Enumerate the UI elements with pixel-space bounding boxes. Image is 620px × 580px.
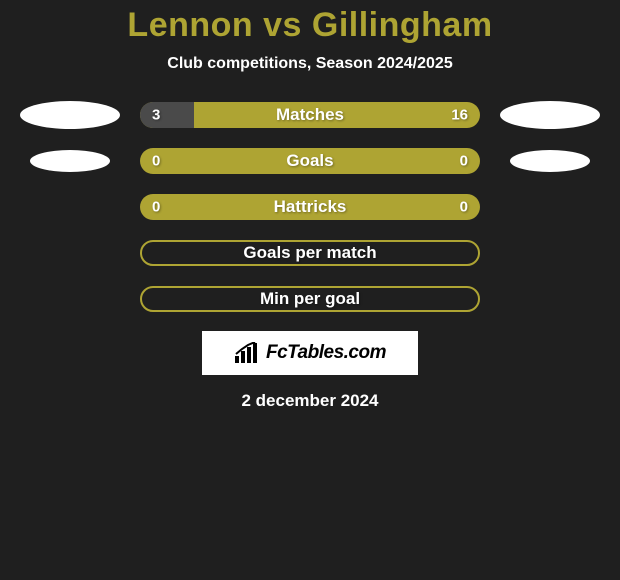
stat-bar: Goals per match <box>140 240 480 266</box>
stat-label: Goals <box>286 151 333 171</box>
stat-value-right: 0 <box>460 199 468 216</box>
right-badge-slot <box>500 101 600 129</box>
stat-value-right: 16 <box>451 107 468 124</box>
bar-fill-left <box>140 102 194 128</box>
right-badge-slot <box>500 285 600 313</box>
right-badge-slot <box>500 147 600 175</box>
stat-row: Min per goal <box>0 285 620 313</box>
team-badge-left <box>30 150 110 172</box>
stat-row: 3 16 Matches <box>0 101 620 129</box>
bar-chart-icon <box>234 342 260 364</box>
stat-bar: Min per goal <box>140 286 480 312</box>
stat-bar: 0 0 Goals <box>140 148 480 174</box>
stat-value-left: 0 <box>152 153 160 170</box>
stats-card: Lennon vs Gillingham Club competitions, … <box>0 0 620 580</box>
stat-label: Goals per match <box>243 243 376 263</box>
stat-value-right: 0 <box>460 153 468 170</box>
date-label: 2 december 2024 <box>0 391 620 411</box>
left-badge-slot <box>20 101 120 129</box>
team-badge-right <box>510 150 590 172</box>
left-badge-slot <box>20 285 120 313</box>
right-badge-slot <box>500 239 600 267</box>
stat-row: 0 0 Hattricks <box>0 193 620 221</box>
stat-rows: 3 16 Matches 0 0 Goals 0 0 Hattricks Goals per ma… <box>0 101 620 313</box>
stat-label: Hattricks <box>274 197 347 217</box>
stat-label: Matches <box>276 105 344 125</box>
stat-row: Goals per match <box>0 239 620 267</box>
team-badge-left <box>20 101 120 129</box>
page-title: Lennon vs Gillingham <box>0 0 620 45</box>
brand-text: FcTables.com <box>266 342 386 364</box>
right-badge-slot <box>500 193 600 221</box>
stat-row: 0 0 Goals <box>0 147 620 175</box>
stat-bar: 3 16 Matches <box>140 102 480 128</box>
stat-label: Min per goal <box>260 289 360 309</box>
stat-bar: 0 0 Hattricks <box>140 194 480 220</box>
brand-badge: FcTables.com <box>202 331 418 375</box>
subtitle: Club competitions, Season 2024/2025 <box>0 55 620 73</box>
left-badge-slot <box>20 193 120 221</box>
left-badge-slot <box>20 239 120 267</box>
stat-value-left: 0 <box>152 199 160 216</box>
stat-value-left: 3 <box>152 107 160 124</box>
team-badge-right <box>500 101 600 129</box>
left-badge-slot <box>20 147 120 175</box>
